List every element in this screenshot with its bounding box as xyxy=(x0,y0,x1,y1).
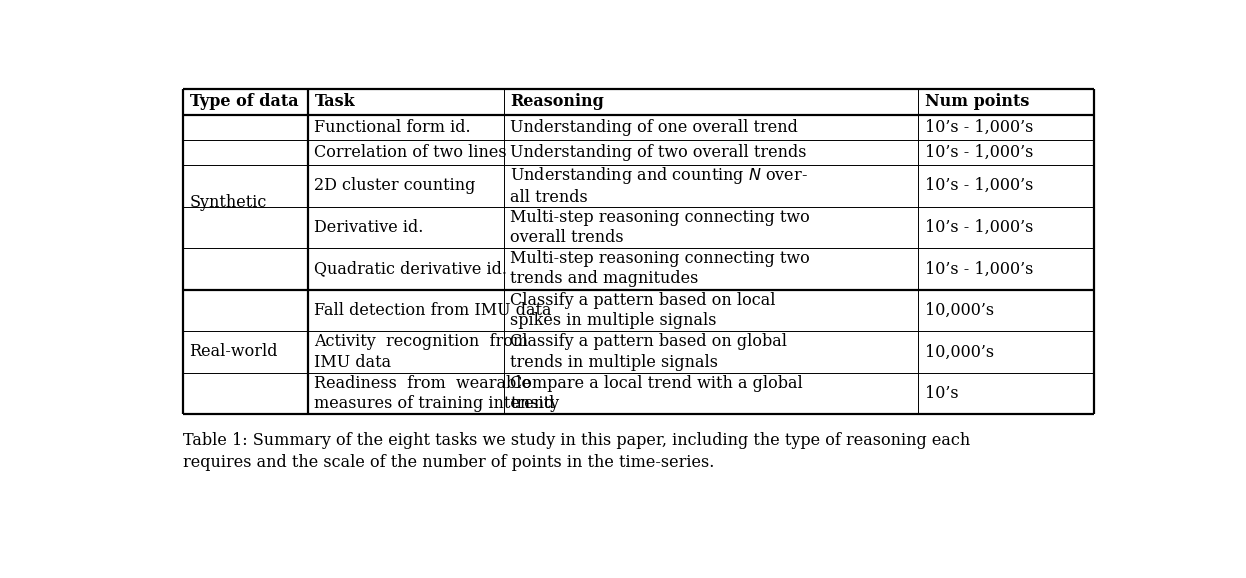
Text: Classify a pattern based on global
trends in multiple signals: Classify a pattern based on global trend… xyxy=(511,334,787,370)
Text: Reasoning: Reasoning xyxy=(511,94,604,110)
Text: 10,000’s: 10,000’s xyxy=(926,343,994,361)
Text: Task: Task xyxy=(314,94,355,110)
Text: 2D cluster counting: 2D cluster counting xyxy=(314,177,476,194)
Text: Type of data: Type of data xyxy=(189,94,298,110)
Text: 10’s - 1,000’s: 10’s - 1,000’s xyxy=(926,177,1034,194)
Text: 10’s - 1,000’s: 10’s - 1,000’s xyxy=(926,118,1034,136)
Text: Multi-step reasoning connecting two
overall trends: Multi-step reasoning connecting two over… xyxy=(511,209,810,246)
Text: Fall detection from IMU data: Fall detection from IMU data xyxy=(314,302,552,319)
Text: Understanding of one overall trend: Understanding of one overall trend xyxy=(511,118,799,136)
Text: 10’s - 1,000’s: 10’s - 1,000’s xyxy=(926,144,1034,161)
Text: Readiness  from  wearable
measures of training intensity: Readiness from wearable measures of trai… xyxy=(314,375,559,412)
Text: Quadratic derivative id.: Quadratic derivative id. xyxy=(314,260,507,277)
Text: Functional form id.: Functional form id. xyxy=(314,118,471,136)
Text: 10,000’s: 10,000’s xyxy=(926,302,994,319)
Text: Classify a pattern based on local
spikes in multiple signals: Classify a pattern based on local spikes… xyxy=(511,292,776,329)
Text: Understanding and counting $N$ over-
all trends: Understanding and counting $N$ over- all… xyxy=(511,165,809,206)
Text: Table 1: Summary of the eight tasks we study in this paper, including the type o: Table 1: Summary of the eight tasks we s… xyxy=(183,432,971,471)
Text: Real-world: Real-world xyxy=(189,343,278,361)
Text: Understanding of two overall trends: Understanding of two overall trends xyxy=(511,144,807,161)
Text: Multi-step reasoning connecting two
trends and magnitudes: Multi-step reasoning connecting two tren… xyxy=(511,250,810,287)
Text: Activity  recognition  from
IMU data: Activity recognition from IMU data xyxy=(314,334,528,370)
Text: Correlation of two lines: Correlation of two lines xyxy=(314,144,507,161)
Text: Compare a local trend with a global
trend: Compare a local trend with a global tren… xyxy=(511,375,804,412)
Text: Synthetic: Synthetic xyxy=(189,194,267,210)
Text: 10’s: 10’s xyxy=(926,385,959,402)
Text: 10’s - 1,000’s: 10’s - 1,000’s xyxy=(926,260,1034,277)
Text: Derivative id.: Derivative id. xyxy=(314,219,424,236)
Text: Num points: Num points xyxy=(926,94,1029,110)
Text: 10’s - 1,000’s: 10’s - 1,000’s xyxy=(926,219,1034,236)
